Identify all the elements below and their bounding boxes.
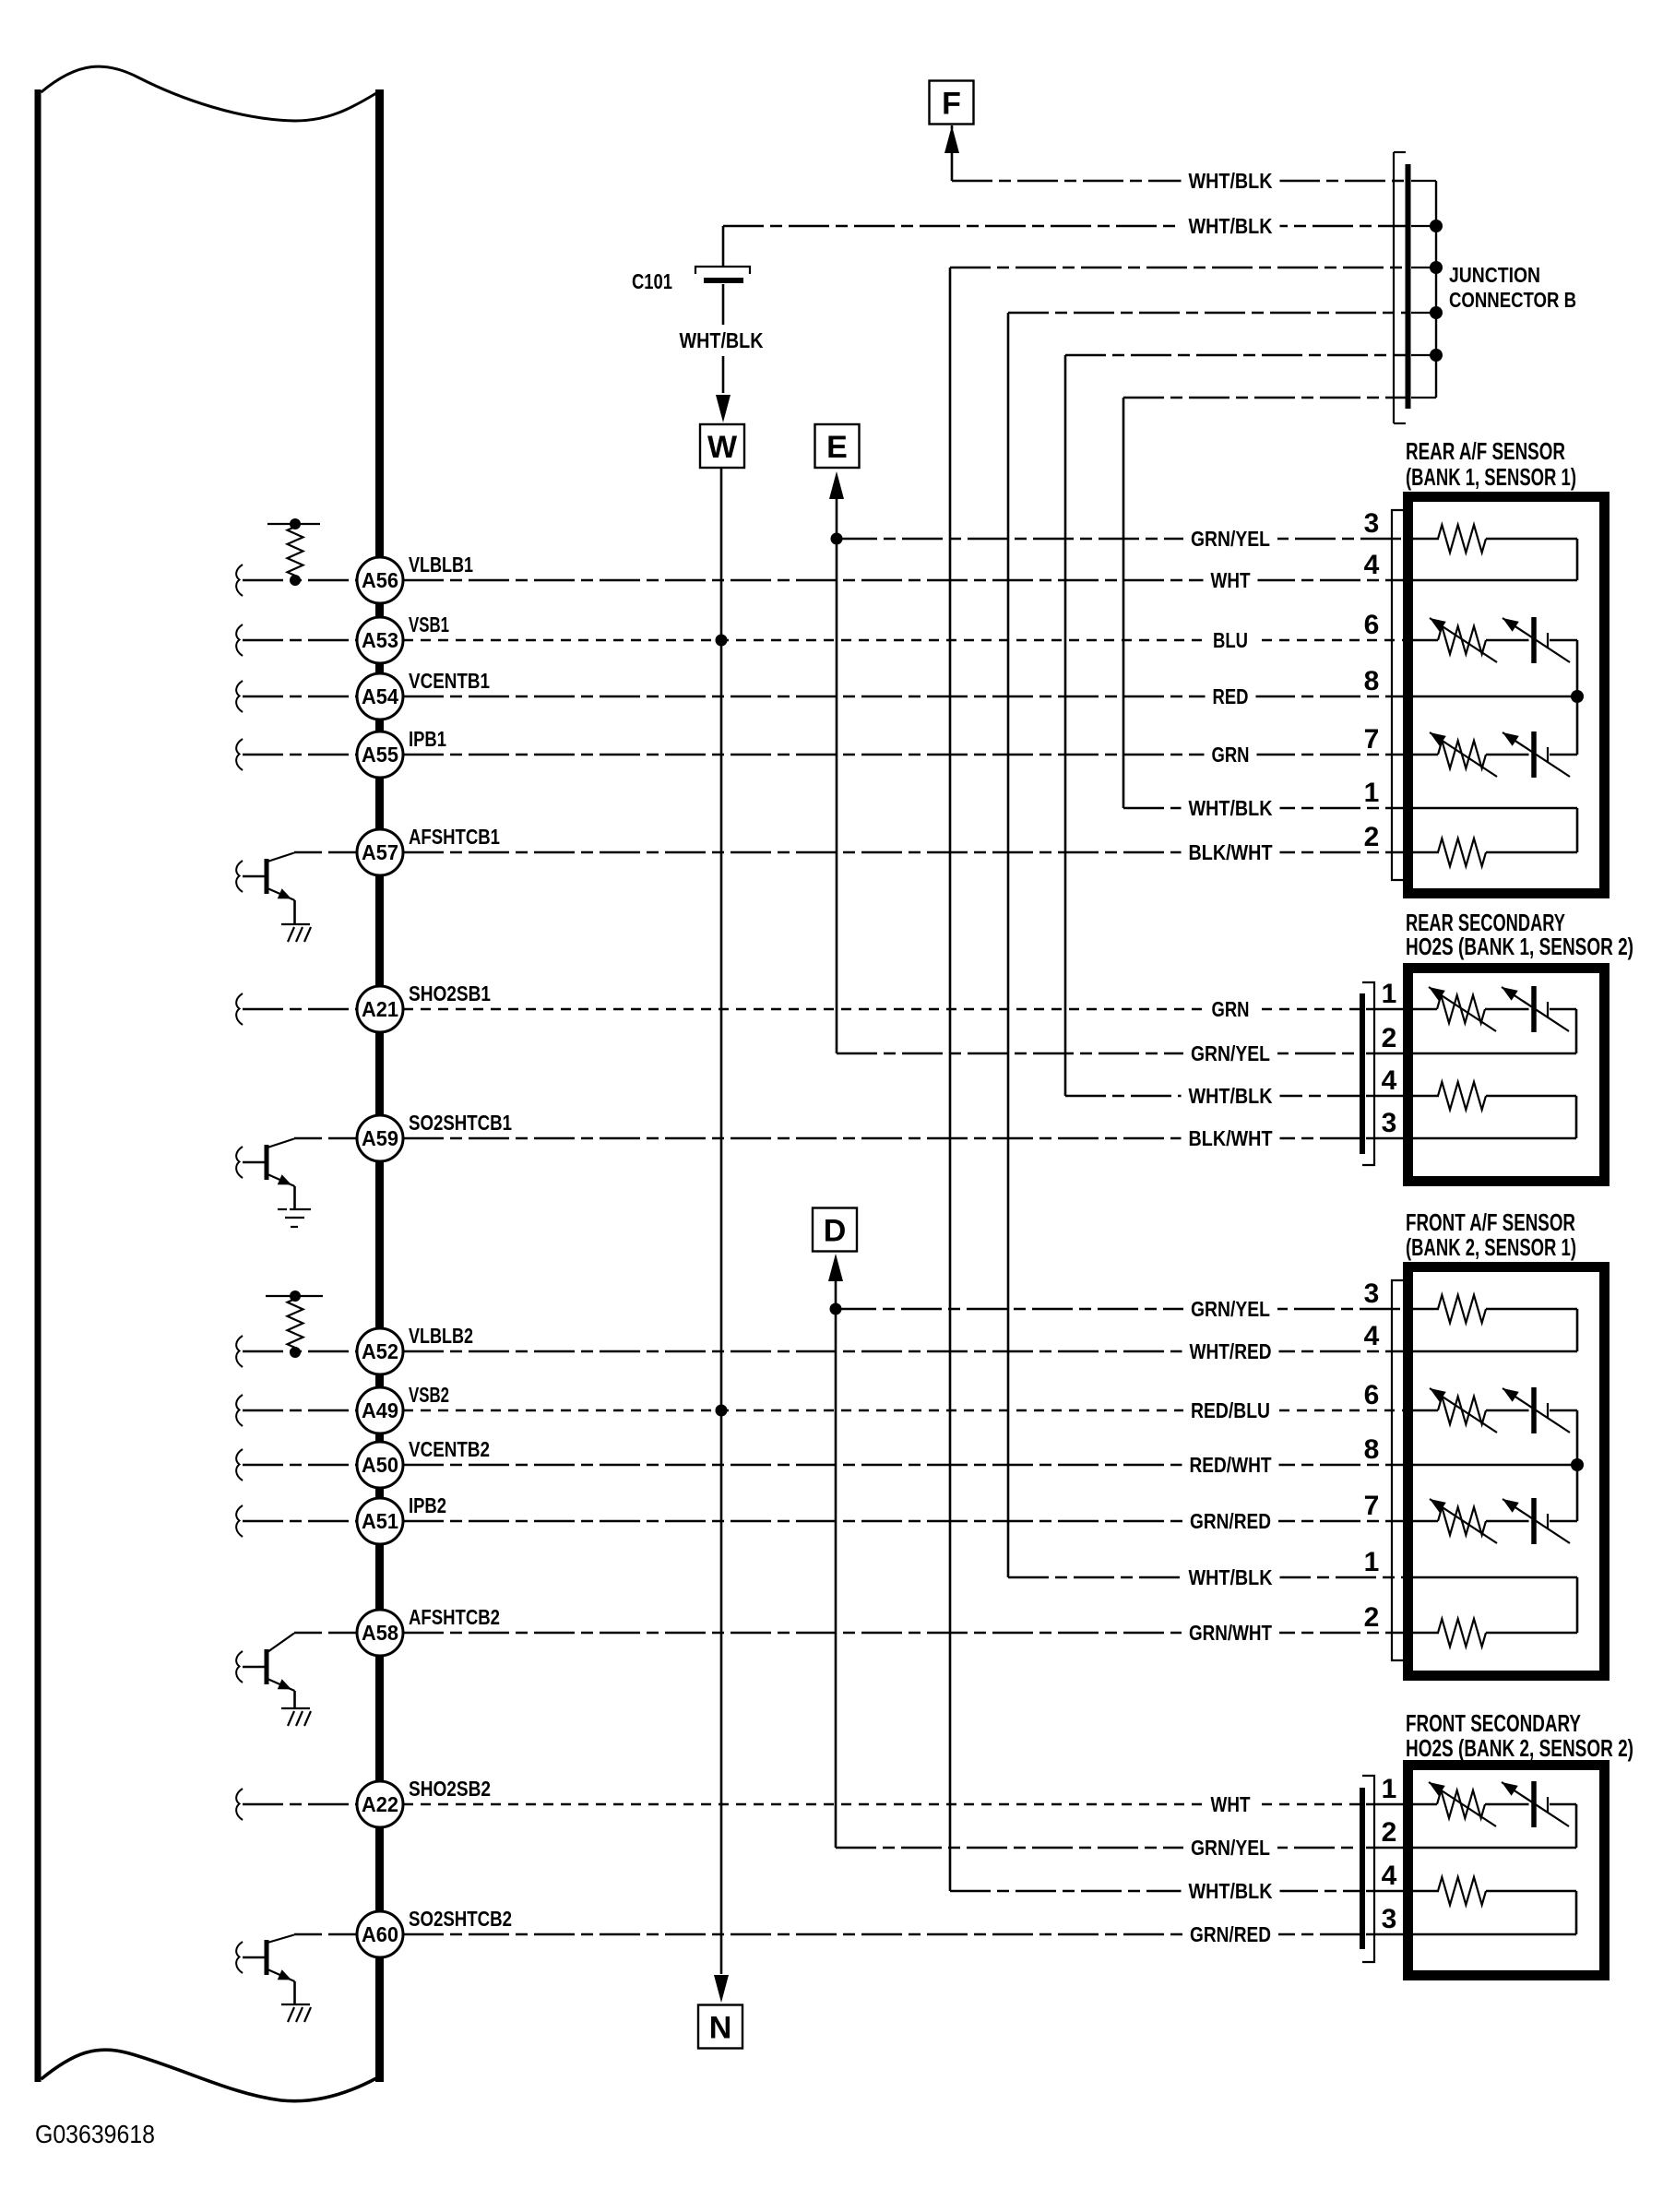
svg-text:E: E xyxy=(826,430,848,465)
svg-text:REAR A/F SENSOR: REAR A/F SENSOR xyxy=(1406,437,1565,465)
svg-text:(BANK 2, SENSOR 1): (BANK 2, SENSOR 1) xyxy=(1406,1233,1576,1261)
svg-text:VCENTB1: VCENTB1 xyxy=(409,669,490,693)
svg-text:D: D xyxy=(824,1214,847,1249)
svg-text:4: 4 xyxy=(1364,550,1380,580)
svg-text:F: F xyxy=(942,87,961,122)
svg-text:W: W xyxy=(707,430,738,465)
svg-text:VCENTB2: VCENTB2 xyxy=(409,1437,490,1461)
svg-text:(BANK 1, SENSOR 1): (BANK 1, SENSOR 1) xyxy=(1406,463,1576,491)
svg-text:RED: RED xyxy=(1213,684,1249,708)
svg-text:REAR SECONDARY: REAR SECONDARY xyxy=(1406,909,1565,936)
svg-text:C101: C101 xyxy=(632,269,672,293)
svg-text:RED/WHT: RED/WHT xyxy=(1190,1453,1272,1477)
svg-text:BLK/WHT: BLK/WHT xyxy=(1189,840,1273,864)
svg-text:VLBLB1: VLBLB1 xyxy=(409,553,473,577)
svg-text:3: 3 xyxy=(1364,1278,1380,1309)
svg-text:WHT/BLK: WHT/BLK xyxy=(1189,169,1273,193)
svg-text:WHT/BLK: WHT/BLK xyxy=(1189,1084,1273,1108)
svg-text:GRN/YEL: GRN/YEL xyxy=(1191,527,1270,551)
svg-text:GRN/RED: GRN/RED xyxy=(1190,1509,1271,1533)
svg-text:3: 3 xyxy=(1364,508,1380,539)
svg-text:SHO2SB2: SHO2SB2 xyxy=(409,1777,491,1801)
svg-text:A51: A51 xyxy=(362,1509,398,1533)
svg-text:2: 2 xyxy=(1382,1817,1397,1848)
svg-text:7: 7 xyxy=(1364,1491,1380,1521)
svg-text:3: 3 xyxy=(1382,1904,1397,1934)
svg-text:GRN/YEL: GRN/YEL xyxy=(1191,1041,1270,1065)
svg-text:WHT: WHT xyxy=(1211,1792,1251,1816)
svg-text:2: 2 xyxy=(1364,1602,1380,1633)
svg-text:HO2S (BANK 2, SENSOR 2): HO2S (BANK 2, SENSOR 2) xyxy=(1406,1734,1633,1762)
svg-text:FRONT SECONDARY: FRONT SECONDARY xyxy=(1406,1709,1581,1737)
svg-text:N: N xyxy=(709,2011,732,2046)
svg-text:WHT/BLK: WHT/BLK xyxy=(1189,1879,1273,1903)
svg-text:3: 3 xyxy=(1382,1108,1397,1138)
svg-text:GRN: GRN xyxy=(1212,997,1250,1021)
svg-text:IPB1: IPB1 xyxy=(409,727,446,751)
svg-text:A52: A52 xyxy=(362,1339,398,1363)
svg-text:A53: A53 xyxy=(362,628,398,652)
svg-text:A22: A22 xyxy=(362,1792,398,1816)
svg-text:A60: A60 xyxy=(362,1922,398,1946)
svg-text:A49: A49 xyxy=(362,1398,398,1422)
svg-text:A59: A59 xyxy=(362,1126,398,1150)
svg-text:A55: A55 xyxy=(362,743,398,767)
svg-text:WHT/BLK: WHT/BLK xyxy=(1189,1565,1273,1589)
svg-text:VSB1: VSB1 xyxy=(409,612,449,636)
svg-text:AFSHTCB1: AFSHTCB1 xyxy=(409,825,500,849)
svg-text:1: 1 xyxy=(1364,778,1380,808)
svg-text:SO2SHTCB2: SO2SHTCB2 xyxy=(409,1907,512,1931)
svg-text:8: 8 xyxy=(1364,666,1380,696)
svg-text:WHT/BLK: WHT/BLK xyxy=(680,328,764,352)
svg-text:GRN: GRN xyxy=(1212,743,1250,767)
svg-text:8: 8 xyxy=(1364,1434,1380,1465)
svg-text:SO2SHTCB1: SO2SHTCB1 xyxy=(409,1111,512,1135)
svg-text:VLBLB2: VLBLB2 xyxy=(409,1324,473,1348)
svg-text:GRN/RED: GRN/RED xyxy=(1190,1922,1271,1946)
svg-text:4: 4 xyxy=(1382,1065,1397,1096)
svg-text:WHT/BLK: WHT/BLK xyxy=(1189,796,1273,820)
svg-text:A50: A50 xyxy=(362,1453,398,1477)
svg-text:WHT/RED: WHT/RED xyxy=(1190,1339,1272,1363)
svg-text:WHT/BLK: WHT/BLK xyxy=(1189,214,1273,238)
svg-text:A54: A54 xyxy=(362,684,398,708)
svg-text:VSB2: VSB2 xyxy=(409,1383,449,1407)
svg-text:A56: A56 xyxy=(362,568,398,592)
svg-text:4: 4 xyxy=(1382,1861,1397,1891)
svg-text:IPB2: IPB2 xyxy=(409,1493,446,1517)
svg-text:BLK/WHT: BLK/WHT xyxy=(1189,1126,1273,1150)
svg-text:AFSHTCB2: AFSHTCB2 xyxy=(409,1605,500,1629)
svg-text:2: 2 xyxy=(1382,1023,1397,1053)
svg-text:4: 4 xyxy=(1364,1321,1380,1351)
svg-text:CONNECTOR B: CONNECTOR B xyxy=(1449,288,1576,312)
svg-text:GRN/YEL: GRN/YEL xyxy=(1191,1836,1270,1860)
svg-text:HO2S (BANK 1, SENSOR 2): HO2S (BANK 1, SENSOR 2) xyxy=(1406,933,1633,960)
svg-text:JUNCTION: JUNCTION xyxy=(1449,263,1540,287)
svg-text:BLU: BLU xyxy=(1213,628,1248,652)
svg-text:A58: A58 xyxy=(362,1621,398,1645)
svg-text:GRN/YEL: GRN/YEL xyxy=(1191,1297,1270,1321)
svg-text:7: 7 xyxy=(1364,724,1380,755)
svg-text:1: 1 xyxy=(1364,1547,1380,1577)
svg-text:A21: A21 xyxy=(362,997,398,1021)
svg-text:FRONT A/F SENSOR: FRONT A/F SENSOR xyxy=(1406,1208,1575,1236)
svg-text:RED/BLU: RED/BLU xyxy=(1191,1398,1270,1422)
svg-text:SHO2SB1: SHO2SB1 xyxy=(409,981,491,1005)
svg-text:1: 1 xyxy=(1382,979,1397,1009)
svg-text:G03639618: G03639618 xyxy=(35,2120,155,2148)
svg-text:2: 2 xyxy=(1364,822,1380,852)
svg-text:6: 6 xyxy=(1364,1380,1380,1410)
svg-text:GRN/WHT: GRN/WHT xyxy=(1189,1621,1272,1645)
svg-text:A57: A57 xyxy=(362,840,398,864)
svg-text:1: 1 xyxy=(1382,1774,1397,1804)
svg-text:WHT: WHT xyxy=(1211,568,1251,592)
svg-text:6: 6 xyxy=(1364,610,1380,640)
